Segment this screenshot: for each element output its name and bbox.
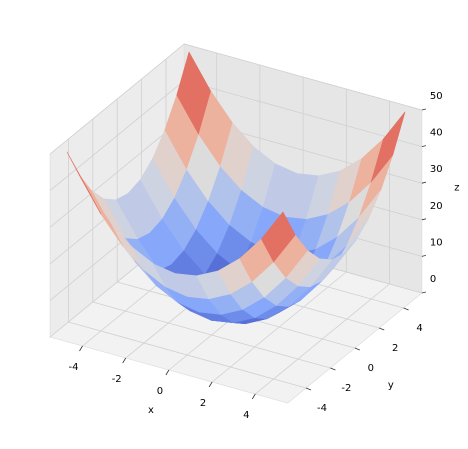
x-tick (251, 393, 256, 400)
x-tick-label: 4 (243, 410, 249, 421)
z-tick-label: 30 (430, 164, 443, 175)
y-tick (403, 307, 409, 311)
z-tick-label: 50 (430, 91, 443, 102)
x-tick-label: -2 (112, 374, 122, 385)
surface-patch (176, 51, 211, 135)
x-tick-label: 0 (157, 386, 163, 397)
z-grid-line (49, 80, 185, 191)
z-tick (421, 108, 426, 111)
y-tick-label: 0 (368, 363, 374, 374)
z-tick-label: 20 (430, 201, 443, 212)
x-axis-label: x (148, 405, 154, 416)
y-tick (305, 387, 312, 391)
surface-patch (370, 111, 406, 183)
y-tick-label: 2 (392, 343, 398, 354)
z-grid-line (49, 116, 185, 228)
y-tick (379, 327, 385, 331)
z-axis-label: z (454, 183, 459, 194)
x-tick-label: -4 (69, 362, 79, 373)
x-tick (208, 381, 213, 388)
x-tick-label: 2 (200, 398, 206, 409)
z-tick-label: 10 (430, 237, 443, 248)
surface-patch (66, 151, 102, 215)
z-tick-label: 40 (430, 128, 443, 139)
z-tick (421, 255, 426, 257)
z-tick (421, 291, 426, 294)
x-tick (79, 345, 83, 352)
z-grid-line (184, 80, 423, 147)
surface-patch (261, 211, 296, 263)
y-tick (354, 347, 360, 351)
surface (66, 51, 406, 324)
y-tick (330, 367, 336, 371)
x-tick (165, 369, 170, 376)
y-axis-label: y (388, 380, 394, 391)
z-tick-label: 0 (430, 274, 436, 285)
z-tick (421, 218, 426, 221)
z-tick (421, 145, 426, 147)
y-tick-label: -2 (341, 383, 351, 394)
y-tick-label: 4 (416, 323, 422, 334)
z-grid-line (184, 43, 423, 111)
z-tick (421, 181, 426, 184)
y-grid-line (68, 321, 307, 389)
x-tick (122, 357, 127, 364)
z-grid-line (49, 43, 185, 155)
y-tick-label: -4 (317, 403, 327, 414)
y-grid-line (92, 301, 331, 369)
